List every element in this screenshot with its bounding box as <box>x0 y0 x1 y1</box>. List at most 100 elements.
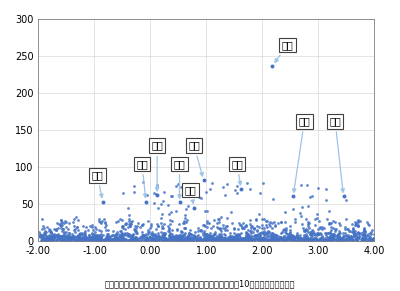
Point <box>73 225 80 229</box>
Point <box>248 234 254 239</box>
Point <box>282 237 289 241</box>
Point <box>289 233 295 237</box>
Point <box>283 237 289 241</box>
Point <box>200 223 207 228</box>
Point <box>234 238 241 242</box>
Point <box>142 238 149 243</box>
Point <box>87 237 94 241</box>
Point <box>303 238 310 243</box>
Point <box>352 229 358 233</box>
Point <box>286 235 293 240</box>
Point <box>330 238 336 242</box>
Point <box>129 233 136 237</box>
Point <box>184 235 190 240</box>
Point <box>218 237 224 242</box>
Point <box>194 226 201 230</box>
Point <box>75 227 81 232</box>
Point <box>366 236 372 240</box>
Point <box>204 235 210 240</box>
Point <box>293 238 300 243</box>
Point <box>350 227 356 231</box>
Point <box>44 237 50 242</box>
Point <box>48 230 54 235</box>
Point <box>356 230 363 235</box>
Point <box>128 222 134 226</box>
Point <box>52 233 59 237</box>
Point <box>334 232 341 237</box>
Point <box>165 203 172 207</box>
Point <box>340 235 346 240</box>
Point <box>93 235 99 240</box>
Point <box>240 225 246 230</box>
Point <box>88 232 95 237</box>
Point <box>258 238 264 243</box>
Point <box>51 236 57 240</box>
Point <box>204 237 211 242</box>
Point <box>133 234 140 239</box>
Point <box>246 236 252 241</box>
Point <box>305 224 312 228</box>
Point <box>304 236 310 241</box>
Point <box>217 227 224 232</box>
Point <box>219 234 226 239</box>
Point <box>163 236 169 241</box>
Point <box>102 223 109 227</box>
Point <box>179 238 186 242</box>
Point <box>153 238 160 242</box>
Point <box>364 234 370 238</box>
Point <box>222 225 228 230</box>
Point <box>367 238 373 242</box>
Point <box>95 238 101 242</box>
Point <box>270 234 276 239</box>
Point <box>144 238 151 243</box>
Point <box>159 238 165 243</box>
Point <box>337 236 344 240</box>
Point <box>183 235 189 239</box>
Point <box>60 237 66 242</box>
Point <box>45 238 52 242</box>
Point <box>239 237 246 242</box>
Point <box>90 235 96 239</box>
Point <box>362 238 369 243</box>
Point <box>200 230 206 235</box>
Point <box>202 233 208 238</box>
Point <box>56 236 62 241</box>
Point <box>302 237 309 241</box>
Point <box>359 237 366 242</box>
Point <box>112 237 118 242</box>
Point <box>244 234 250 238</box>
Point <box>55 232 61 237</box>
Point <box>294 232 300 237</box>
Point <box>39 235 46 239</box>
Point <box>96 236 102 240</box>
Point <box>58 235 64 239</box>
Point <box>222 236 228 241</box>
Point <box>294 238 300 242</box>
Point <box>105 236 111 241</box>
Point <box>171 234 178 238</box>
Point <box>230 235 236 239</box>
Point <box>128 235 135 239</box>
Point <box>362 230 368 235</box>
Point <box>336 233 342 238</box>
Point <box>360 237 366 241</box>
Point <box>329 233 335 237</box>
Point <box>357 219 363 223</box>
Point <box>342 227 348 232</box>
Point <box>166 212 172 217</box>
Point <box>214 225 220 229</box>
Point <box>155 205 162 210</box>
Point <box>79 235 86 240</box>
Point <box>202 236 209 240</box>
Point <box>139 230 146 234</box>
Point <box>370 238 377 243</box>
Point <box>262 230 268 235</box>
Point <box>134 237 140 241</box>
Point <box>298 236 304 241</box>
Point <box>278 230 284 235</box>
Point <box>148 235 155 240</box>
Point <box>242 230 249 235</box>
Point <box>302 235 309 240</box>
Point <box>268 238 274 243</box>
Point <box>247 187 254 192</box>
